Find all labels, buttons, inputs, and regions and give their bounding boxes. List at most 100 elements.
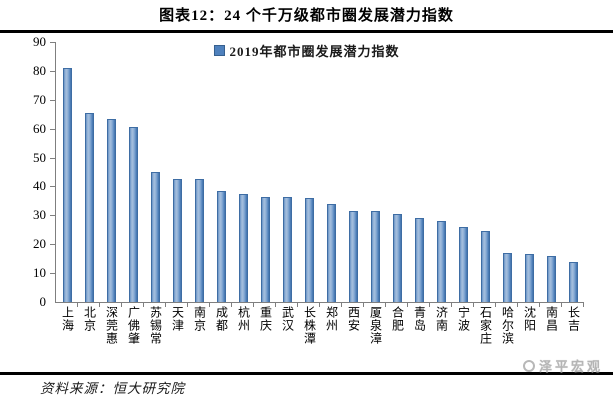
bar-杭州 — [238, 194, 248, 302]
bar-武汉 — [282, 197, 292, 302]
x-axis-tick — [319, 303, 320, 307]
x-axis-tick — [495, 303, 496, 307]
x-axis-tick — [253, 303, 254, 307]
y-axis-tick — [50, 215, 55, 217]
x-tick-label: 深莞惠 — [104, 306, 119, 345]
legend-label: 2019年都市圈发展潜力指数 — [229, 44, 400, 59]
x-tick-label: 上海 — [60, 306, 75, 332]
x-tick-label: 长吉 — [566, 306, 581, 332]
x-axis-tick — [429, 303, 430, 307]
x-axis-tick — [385, 303, 386, 307]
top-rule — [0, 30, 613, 33]
y-axis-tick — [50, 244, 55, 246]
x-axis-tick — [143, 303, 144, 307]
bar-青岛 — [414, 218, 424, 302]
y-axis-tick — [50, 42, 55, 43]
y-axis-tick — [50, 186, 55, 188]
bar-上海 — [62, 68, 72, 302]
bar-石家庄 — [480, 231, 490, 302]
y-tick-label: 70 — [33, 91, 46, 107]
y-tick-label: 0 — [39, 294, 47, 309]
bar-苏锡常 — [150, 172, 160, 302]
watermark: 泽平宏观 — [522, 356, 603, 375]
x-axis-tick — [187, 303, 188, 307]
x-tick-label: 长株潭 — [302, 306, 317, 345]
watermark-logo-icon — [522, 359, 535, 372]
x-tick-label: 宁波 — [456, 306, 471, 332]
x-axis-tick — [165, 303, 166, 307]
x-axis-tick — [451, 303, 452, 307]
y-tick-label: 10 — [33, 265, 46, 281]
watermark-text: 泽平宏观 — [538, 359, 603, 374]
bar-天津 — [172, 179, 182, 302]
x-axis-tick — [275, 303, 276, 307]
bar-重庆 — [260, 197, 270, 302]
x-axis-tick — [407, 303, 408, 307]
x-tick-label: 合肥 — [390, 306, 405, 332]
chart-legend: 2019年都市圈发展潜力指数 — [213, 41, 399, 60]
bar-宁波 — [458, 227, 468, 302]
x-axis-tick — [341, 303, 342, 307]
x-axis-tick — [561, 303, 562, 307]
x-axis-tick — [517, 303, 518, 307]
bar-济南 — [436, 221, 446, 302]
bar-南京 — [194, 179, 204, 302]
x-tick-label: 石家庄 — [478, 306, 493, 345]
x-axis-tick — [539, 303, 540, 307]
y-axis-tick — [50, 70, 55, 72]
x-tick-label: 西安 — [346, 306, 361, 332]
x-tick-label: 成都 — [214, 306, 229, 332]
bar-合肥 — [392, 214, 402, 302]
x-axis-tick — [77, 303, 78, 307]
x-tick-label: 青岛 — [412, 306, 427, 332]
x-axis-tick — [231, 303, 232, 307]
y-axis-tick — [50, 157, 55, 159]
bar-南昌 — [546, 256, 556, 302]
source-note: 资料来源：恒大研究院 — [40, 381, 185, 396]
chart-title: 图表12：24 个千万级都市圈发展潜力指数 — [159, 8, 454, 24]
x-tick-label: 沈阳 — [522, 306, 537, 332]
legend-color-swatch-icon — [213, 45, 225, 56]
bar-北京 — [84, 113, 94, 302]
x-axis-labels: 上海 北京 深莞惠 广佛肇 苏锡常 天津 南京 成都 杭州 重庆 武汉 长株潭 郑州 西安 厦泉漳 合肥 青岛济… — [56, 306, 584, 368]
bar-哈尔滨 — [502, 253, 512, 302]
bottom-rule — [0, 372, 613, 375]
x-tick-label: 武汉 — [280, 306, 295, 332]
y-tick-label: 20 — [33, 236, 46, 252]
x-axis-tick — [297, 303, 298, 307]
bar-长株潭 — [304, 198, 314, 302]
x-tick-label: 广佛肇 — [126, 306, 141, 345]
plot-area — [55, 42, 584, 307]
y-tick-label: 40 — [33, 178, 46, 194]
y-tick-label: 30 — [33, 207, 46, 223]
bar-广佛肇 — [128, 127, 138, 302]
x-tick-label: 南昌 — [544, 306, 559, 332]
bar-成都 — [216, 191, 226, 302]
x-tick-label: 天津 — [170, 306, 185, 332]
x-tick-label: 重庆 — [258, 306, 273, 332]
y-axis-tick — [50, 128, 55, 130]
bar-西安 — [348, 211, 358, 302]
y-axis: 0 10 20 30 40 50 60 70 80 90 — [0, 34, 55, 309]
y-tick-label: 50 — [33, 149, 46, 165]
bar-郑州 — [326, 204, 336, 302]
y-tick-label: 80 — [33, 62, 46, 78]
x-axis-tick — [209, 303, 210, 307]
bar-沈阳 — [524, 254, 534, 302]
x-tick-label: 哈尔滨 — [500, 306, 515, 345]
y-axis-tick — [50, 273, 55, 275]
x-axis-tick — [121, 303, 122, 307]
x-tick-label: 北京 — [82, 306, 97, 332]
x-axis-tick — [363, 303, 364, 307]
x-tick-label: 济南 — [434, 306, 449, 332]
y-axis-tick — [50, 99, 55, 101]
bar-厦泉漳 — [370, 211, 380, 302]
x-axis-tick — [99, 303, 100, 307]
bar-深莞惠 — [106, 119, 116, 302]
bar-长吉 — [568, 262, 578, 302]
x-tick-label: 南京 — [192, 306, 207, 332]
x-axis-tick — [583, 303, 584, 307]
y-tick-label: 60 — [33, 120, 46, 136]
x-tick-label: 杭州 — [236, 306, 251, 332]
